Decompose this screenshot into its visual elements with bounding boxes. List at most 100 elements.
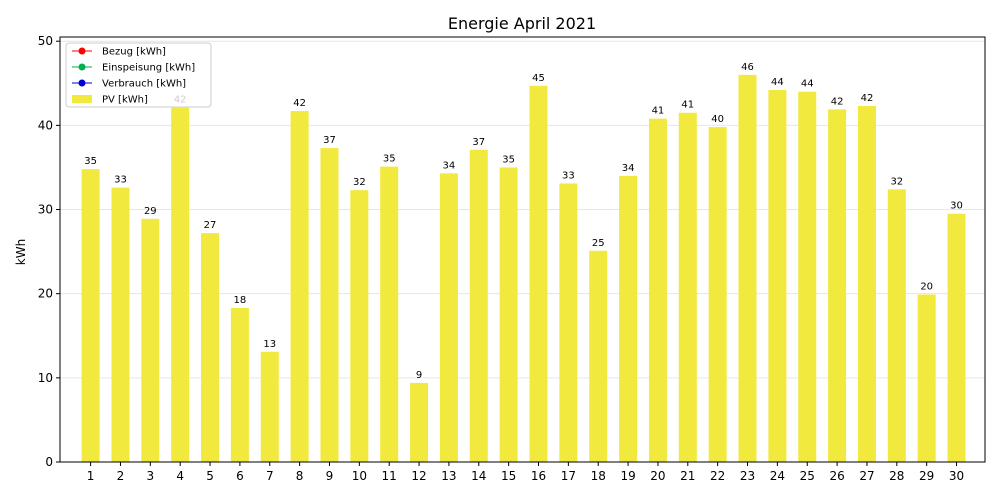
bar-value-label: 42: [293, 98, 306, 109]
x-tick-label: 4: [176, 469, 184, 483]
x-tick-label: 5: [206, 469, 214, 483]
bar: [350, 190, 369, 462]
x-tick-label: 25: [800, 469, 815, 483]
bar: [439, 173, 458, 462]
bar: [320, 148, 339, 462]
legend-marker: [78, 63, 86, 71]
bar-value-label: 34: [622, 163, 635, 174]
bar-value-label: 27: [204, 220, 217, 231]
bar-value-labels: 35 33 29 42 27 18 13 42 37 32 35 9 34 37 35 45 33 25 34 41 4…: [84, 62, 963, 381]
bar: [230, 307, 249, 462]
legend-marker: [78, 47, 86, 55]
x-tick-label: 12: [411, 469, 426, 483]
y-tick-label: 30: [38, 203, 53, 217]
bar: [828, 109, 847, 463]
x-tick-label: 24: [770, 469, 785, 483]
bar-value-label: 46: [741, 62, 754, 73]
x-tick-label: 1: [87, 469, 95, 483]
bar-value-label: 20: [920, 282, 933, 293]
x-tick-label: 14: [471, 469, 486, 483]
legend-label: Einspeisung [kWh]: [102, 63, 195, 74]
legend-item: Verbrauch [kWh]: [72, 79, 186, 90]
y-tick-label: 40: [38, 118, 53, 132]
y-axis-label: kWh: [14, 239, 28, 265]
x-tick-label: 16: [531, 469, 546, 483]
legend-marker: [78, 79, 86, 87]
bar-value-label: 37: [472, 137, 485, 148]
legend-item: Bezug [kWh]: [72, 47, 166, 58]
bar: [499, 167, 518, 462]
bar: [171, 107, 190, 463]
x-tick-label: 20: [650, 469, 665, 483]
x-tick-label: 7: [266, 469, 274, 483]
bar: [738, 74, 757, 463]
bar: [947, 213, 966, 462]
x-tick-label: 19: [620, 469, 635, 483]
bar: [469, 149, 488, 462]
x-tick-label: 17: [561, 469, 576, 483]
bar: [559, 183, 578, 462]
bar: [589, 250, 608, 462]
bar: [81, 169, 100, 462]
bar-value-label: 34: [443, 160, 456, 171]
bar-value-label: 42: [831, 96, 844, 107]
bar: [529, 85, 548, 462]
y-tick-label: 20: [38, 287, 53, 301]
bar-value-label: 13: [263, 339, 276, 350]
bar-value-label: 41: [652, 106, 665, 117]
x-tick-label: 6: [236, 469, 244, 483]
bar: [410, 382, 429, 462]
bar-value-label: 41: [681, 100, 694, 111]
x-tick-label: 3: [146, 469, 154, 483]
bar: [708, 127, 727, 463]
x-tick-label: 23: [740, 469, 755, 483]
legend-item: PV [kWh]: [72, 95, 148, 106]
legend-item: Einspeisung [kWh]: [72, 63, 195, 74]
x-tick-label: 29: [919, 469, 934, 483]
legend-label: PV [kWh]: [102, 95, 148, 106]
bar-value-label: 35: [502, 154, 515, 165]
bar-value-label: 33: [562, 170, 575, 181]
bar-value-label: 45: [532, 73, 545, 84]
chart-title: Energie April 2021: [448, 14, 596, 33]
bar: [380, 166, 399, 463]
bar: [201, 233, 220, 462]
bar: [798, 91, 817, 462]
legend-box: [65, 42, 212, 108]
y-tick-label: 10: [38, 371, 53, 385]
plot-frame: [59, 36, 986, 463]
legend: Bezug [kWh] Einspeisung [kWh] Verbrauch [k…: [65, 42, 212, 108]
x-tick-label: 15: [501, 469, 516, 483]
bar-value-label: 40: [711, 114, 724, 125]
bar-value-label: 44: [771, 77, 784, 88]
bar: [887, 189, 906, 463]
bar-value-label: 30: [950, 201, 963, 212]
bar-value-label: 44: [801, 79, 814, 90]
legend-label: Verbrauch [kWh]: [102, 79, 186, 90]
bar-value-label: 29: [144, 206, 157, 217]
legend-label: Bezug [kWh]: [102, 47, 166, 58]
bar: [260, 351, 279, 462]
bar-value-label: 35: [84, 156, 97, 167]
x-tick-label: 30: [949, 469, 964, 483]
y-tick-label: 0: [45, 455, 53, 469]
x-tick-label: 26: [829, 469, 844, 483]
bar: [648, 118, 667, 462]
x-tick-label: 11: [382, 469, 397, 483]
bar: [619, 175, 638, 462]
x-tick-label: 22: [710, 469, 725, 483]
y-tick-label: 50: [38, 34, 53, 48]
bar: [857, 106, 876, 463]
x-tick-label: 9: [326, 469, 334, 483]
x-tick-label: 21: [680, 469, 695, 483]
x-tick-label: 13: [441, 469, 456, 483]
bar-value-label: 32: [890, 176, 903, 187]
bar-value-label: 9: [416, 370, 422, 381]
legend-swatch: [72, 95, 92, 103]
bar-value-label: 42: [861, 93, 874, 104]
bar: [290, 111, 309, 463]
bar-value-label: 25: [592, 238, 605, 249]
